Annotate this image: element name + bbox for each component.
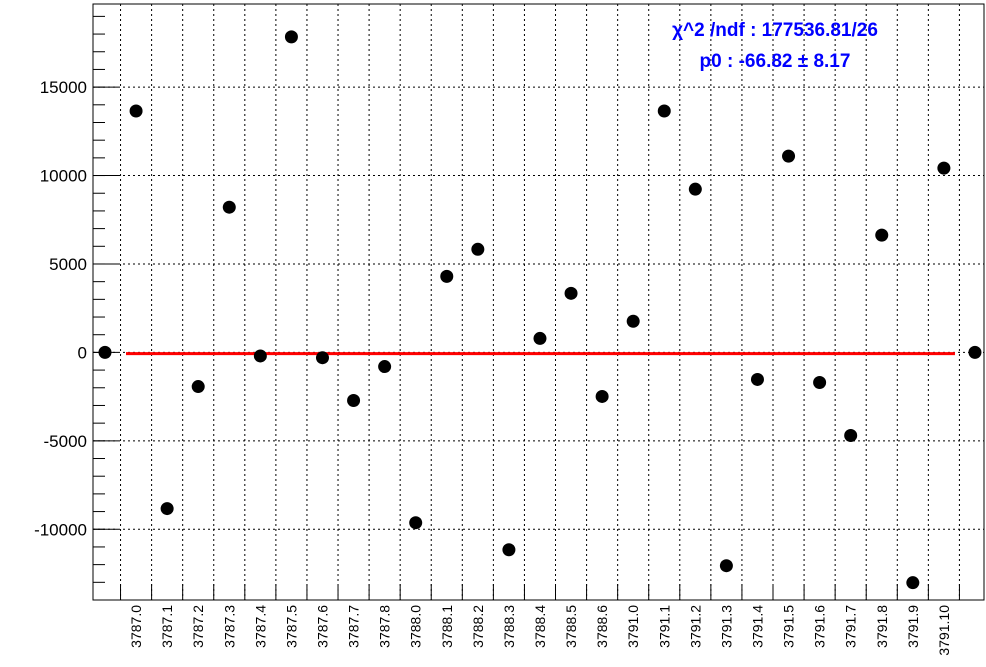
- x-tick-label: 3788.2: [470, 605, 486, 648]
- data-point: [129, 104, 143, 118]
- data-point: [595, 389, 609, 403]
- x-tick-label: 3788.6: [594, 605, 610, 648]
- data-point: [378, 360, 392, 374]
- data-point: [347, 394, 361, 408]
- x-tick-label: 3787.5: [283, 605, 299, 648]
- data-point: [284, 30, 298, 44]
- data-point: [191, 380, 205, 394]
- x-tick-label: 3791.8: [874, 605, 890, 648]
- x-tick-label: 3788.5: [563, 605, 579, 648]
- x-tick-label: 3788.1: [439, 605, 455, 648]
- x-tick-label: 3787.3: [221, 605, 237, 648]
- x-tick-label: 3788.4: [532, 605, 548, 648]
- data-point: [502, 543, 516, 557]
- data-point: [688, 182, 702, 196]
- data-point: [160, 502, 174, 516]
- plot-frame: [92, 3, 985, 601]
- x-tick-label: 3791.1: [656, 605, 672, 648]
- y-tick-label: 0: [78, 343, 87, 362]
- x-tick-label: 3788.3: [501, 605, 517, 648]
- data-point: [782, 149, 796, 163]
- x-tick-label: 3787.4: [252, 605, 268, 648]
- data-point: [409, 516, 423, 530]
- y-tick-label: -5000: [44, 432, 87, 451]
- stat-text: p0 : -66.82 ± 8.17: [700, 51, 851, 72]
- x-tick-label: 3788.0: [408, 605, 424, 648]
- stat-text: χ^2 /ndf : 177536.81/26: [672, 20, 878, 41]
- data-point: [968, 345, 982, 359]
- x-tick-label: 3791.3: [718, 605, 734, 648]
- x-tick-label: 3787.7: [346, 605, 362, 648]
- data-point: [719, 559, 733, 573]
- y-tick-label: 5000: [49, 255, 87, 274]
- x-tick-label: 3791.7: [843, 605, 859, 648]
- data-point: [657, 104, 671, 118]
- x-tick-label: 3791.5: [781, 605, 797, 648]
- x-tick-label: 3791.9: [905, 605, 921, 648]
- data-point: [222, 200, 236, 214]
- data-point: [906, 576, 920, 590]
- data-point: [315, 351, 329, 365]
- x-tick-label: 3787.2: [190, 605, 206, 648]
- data-point: [471, 242, 485, 256]
- x-tick-label: 3787.1: [159, 605, 175, 648]
- data-point: [875, 228, 889, 242]
- x-tick-label: 3791.6: [812, 605, 828, 648]
- data-point: [937, 161, 951, 175]
- x-tick-label: 3791.4: [749, 605, 765, 648]
- data-point: [440, 269, 454, 283]
- data-point: [626, 314, 640, 328]
- y-tick-label: -10000: [34, 520, 87, 539]
- x-tick-label: 3787.6: [314, 605, 330, 648]
- data-point: [750, 372, 764, 386]
- data-point: [844, 429, 858, 443]
- y-tick-label: 10000: [40, 167, 87, 186]
- x-tick-label: 3791.0: [625, 605, 641, 648]
- x-tick-label: 3791.10: [936, 605, 952, 656]
- x-tick-label: 3787.8: [377, 605, 393, 648]
- data-point: [813, 375, 827, 389]
- data-point: [98, 345, 112, 359]
- x-tick-label: 3787.0: [128, 605, 144, 648]
- y-tick-label: 15000: [40, 78, 87, 97]
- data-point: [253, 349, 267, 363]
- data-point: [533, 331, 547, 345]
- x-tick-label: 3791.2: [687, 605, 703, 648]
- data-point: [564, 286, 578, 300]
